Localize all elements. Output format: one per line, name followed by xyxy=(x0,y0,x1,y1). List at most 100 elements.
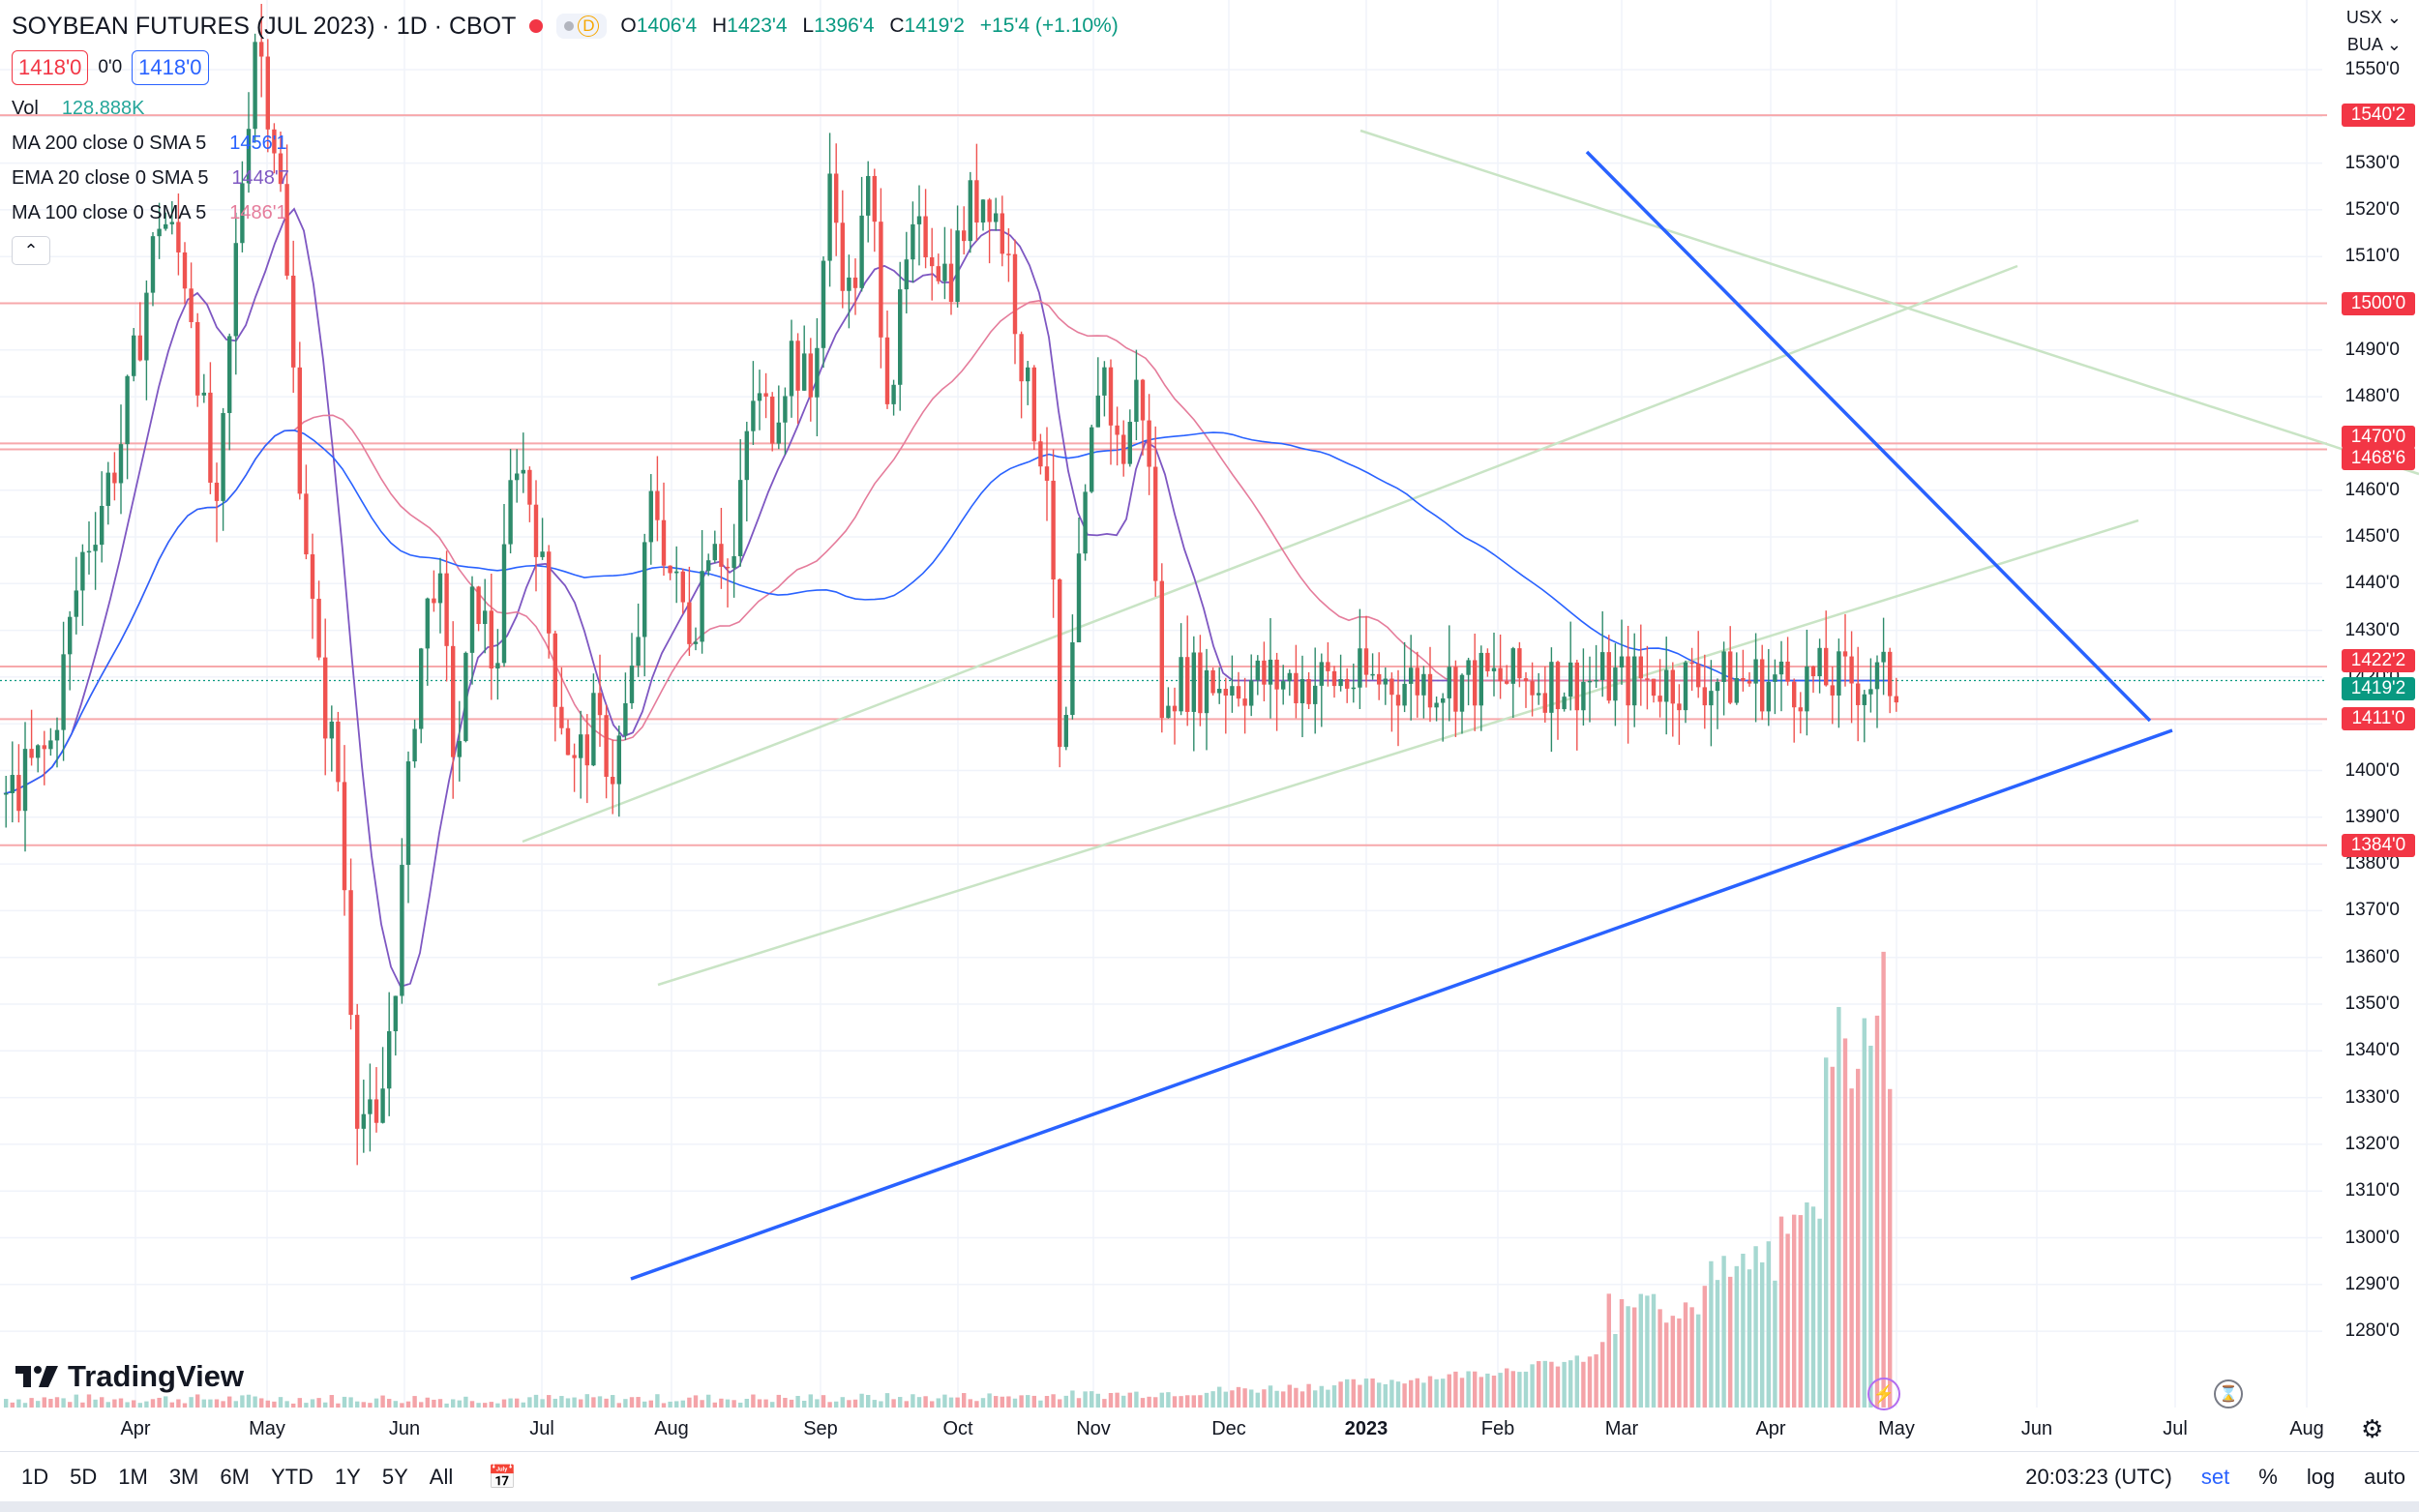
volume-bar xyxy=(1459,1378,1465,1408)
volume-bar xyxy=(693,1395,699,1408)
candle-up xyxy=(1319,662,1324,686)
time-tick-label: May xyxy=(249,1418,285,1439)
range-5y-button[interactable]: 5Y xyxy=(381,1465,408,1489)
calendar-icon[interactable]: 📅 xyxy=(488,1464,518,1491)
candle-up xyxy=(240,183,245,244)
candle-up xyxy=(815,347,820,398)
volume-bar xyxy=(387,1399,392,1408)
collapse-legend-button[interactable]: ⌃ xyxy=(12,236,50,265)
hourglass-icon[interactable]: ⌛ xyxy=(2214,1379,2243,1408)
candle-up xyxy=(629,666,635,703)
candle-up xyxy=(738,480,743,556)
candle-up xyxy=(1338,678,1343,687)
candle-up xyxy=(1753,659,1758,684)
price-tick-label: 1450'0 xyxy=(2344,526,2400,547)
candle-up xyxy=(1549,662,1554,713)
candles xyxy=(4,4,1898,1166)
auto-scale-button[interactable]: auto xyxy=(2364,1465,2405,1489)
candle-up xyxy=(616,735,621,785)
gear-icon[interactable]: ⚙ xyxy=(2361,1414,2384,1443)
price-tick-label: 1360'0 xyxy=(2344,946,2400,967)
buy-button[interactable]: 1418'0 xyxy=(132,50,209,85)
volume-bar xyxy=(1395,1381,1401,1408)
indicator-volume[interactable]: Vol 128.888K xyxy=(12,97,145,119)
clock-time[interactable]: 20:03:23 (UTC) xyxy=(2025,1465,2172,1489)
candle-up xyxy=(1127,422,1132,464)
unit-selector[interactable]: BUA ⌄ xyxy=(2346,35,2402,54)
symbol-title[interactable]: SOYBEAN FUTURES (JUL 2023) · 1D · CBOT xyxy=(12,12,517,40)
candle-down xyxy=(987,199,992,222)
range-all-button[interactable]: All xyxy=(429,1465,454,1489)
volume-bar xyxy=(348,1397,353,1408)
volume-bar xyxy=(400,1403,404,1408)
volume-bar xyxy=(125,1402,130,1408)
candle-up xyxy=(412,728,417,762)
session-button[interactable]: set xyxy=(2200,1465,2230,1489)
candle-up xyxy=(866,175,871,216)
currency-selector[interactable]: USX ⌄ xyxy=(2345,8,2402,27)
volume-bar xyxy=(508,1398,513,1408)
candle-up xyxy=(1587,680,1593,683)
lightning-icon[interactable]: ⚡ xyxy=(1867,1378,1900,1410)
volume-bar xyxy=(342,1396,347,1408)
candle-up xyxy=(776,422,781,444)
volume-bar xyxy=(1632,1307,1637,1408)
candle-up xyxy=(623,702,628,736)
candle-down xyxy=(1453,667,1458,712)
candle-up xyxy=(425,598,430,649)
volume-bar xyxy=(884,1393,890,1408)
candle-down xyxy=(559,706,564,728)
candle-down xyxy=(1326,662,1330,671)
range-1d-button[interactable]: 1D xyxy=(21,1465,49,1489)
candle-up xyxy=(1083,491,1088,554)
volume-bar xyxy=(911,1394,915,1408)
volume-bar xyxy=(1555,1366,1561,1408)
volume-bar xyxy=(1383,1383,1388,1408)
indicator-ema20[interactable]: EMA 20 close 0 SMA 5 1448'7 xyxy=(12,166,289,189)
range-3m-button[interactable]: 3M xyxy=(168,1465,199,1489)
candle-up xyxy=(706,560,711,572)
volume-bar xyxy=(380,1395,385,1408)
volume-bar xyxy=(604,1398,609,1408)
range-6m-button[interactable]: 6M xyxy=(220,1465,250,1489)
candle-down xyxy=(476,586,481,625)
range-1m-button[interactable]: 1M xyxy=(118,1465,148,1489)
candle-up xyxy=(1837,651,1841,696)
volume-bar xyxy=(1587,1356,1593,1408)
range-ytd-button[interactable]: YTD xyxy=(270,1465,314,1489)
percent-scale-button[interactable]: % xyxy=(2258,1465,2278,1489)
time-tick-label: Apr xyxy=(1755,1418,1786,1439)
volume-bar xyxy=(1090,1391,1094,1408)
volume-bar xyxy=(597,1396,603,1408)
candle-down xyxy=(1006,253,1011,255)
market-badge[interactable]: D xyxy=(556,14,608,39)
candle-up xyxy=(648,490,653,543)
volume-bar xyxy=(840,1397,845,1408)
candle-up xyxy=(1613,667,1618,701)
candle-up xyxy=(54,729,60,741)
indicator-ma100[interactable]: MA 100 close 0 SMA 5 1486'1 xyxy=(12,201,287,223)
candle-down xyxy=(1810,666,1816,677)
time-tick-label: Apr xyxy=(120,1418,151,1439)
volume-bar xyxy=(1319,1385,1324,1408)
range-5d-button[interactable]: 5D xyxy=(70,1465,98,1489)
candle-up xyxy=(898,289,903,385)
volume-bar xyxy=(304,1403,309,1408)
candle-down xyxy=(1121,434,1126,464)
sell-button[interactable]: 1418'0 xyxy=(12,50,89,85)
volume-bar xyxy=(144,1401,149,1408)
candle-down xyxy=(323,657,328,739)
candle-up xyxy=(700,571,704,642)
volume-bar xyxy=(1830,1066,1835,1408)
volume-bar xyxy=(272,1401,277,1408)
volume-bar xyxy=(93,1399,98,1408)
volume-bar xyxy=(1063,1395,1068,1408)
volume-bar xyxy=(36,1401,41,1408)
volume-bar xyxy=(1753,1246,1758,1408)
candle-up xyxy=(916,216,922,224)
price-chart[interactable] xyxy=(0,0,2419,1451)
range-1y-button[interactable]: 1Y xyxy=(334,1465,361,1489)
indicator-ma200[interactable]: MA 200 close 0 SMA 5 1456'1 xyxy=(12,132,287,154)
candle-down xyxy=(1331,670,1337,687)
log-scale-button[interactable]: log xyxy=(2306,1465,2336,1489)
